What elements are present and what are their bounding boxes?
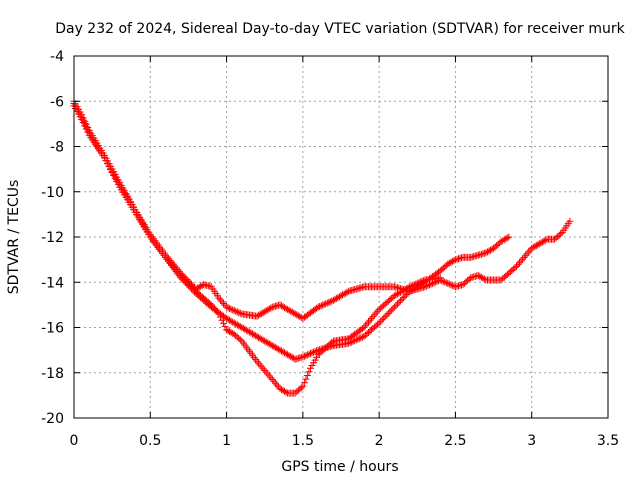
y-tick-label: -18 xyxy=(41,366,64,382)
y-tick-label: -10 xyxy=(41,185,64,201)
x-tick-label: 0.5 xyxy=(139,433,161,449)
axis-ticks: 0 0.5 1 1.5 2 2.5 3 3.5 -20 -18 -16 -14 -12 -10 -8 -6 -4 xyxy=(41,49,619,449)
x-tick-label: 0 xyxy=(70,433,79,449)
chart-title: Day 232 of 2024, Sidereal Day-to-day VTE… xyxy=(55,21,625,37)
y-tick-label: -14 xyxy=(41,275,64,291)
y-tick-label: -8 xyxy=(50,140,64,156)
x-tick-label: 3 xyxy=(527,433,536,449)
y-tick-label: -16 xyxy=(41,321,64,337)
y-tick-label: -6 xyxy=(50,94,64,110)
x-tick-label: 2 xyxy=(375,433,384,449)
y-axis-label: SDTVAR / TECUs xyxy=(6,180,22,295)
y-tick-label: -20 xyxy=(41,411,64,427)
y-tick-label: -12 xyxy=(41,230,64,246)
x-tick-label: 1.5 xyxy=(292,433,314,449)
x-axis-label: GPS time / hours xyxy=(281,459,398,475)
x-tick-label: 1 xyxy=(222,433,231,449)
series-3-markers xyxy=(70,102,444,397)
series-group xyxy=(70,97,574,397)
series-3 xyxy=(70,102,444,397)
grid-lines xyxy=(74,56,608,418)
x-tick-label: 3.5 xyxy=(597,433,619,449)
y-tick-label: -4 xyxy=(50,49,64,65)
x-tick-label: 2.5 xyxy=(444,433,466,449)
